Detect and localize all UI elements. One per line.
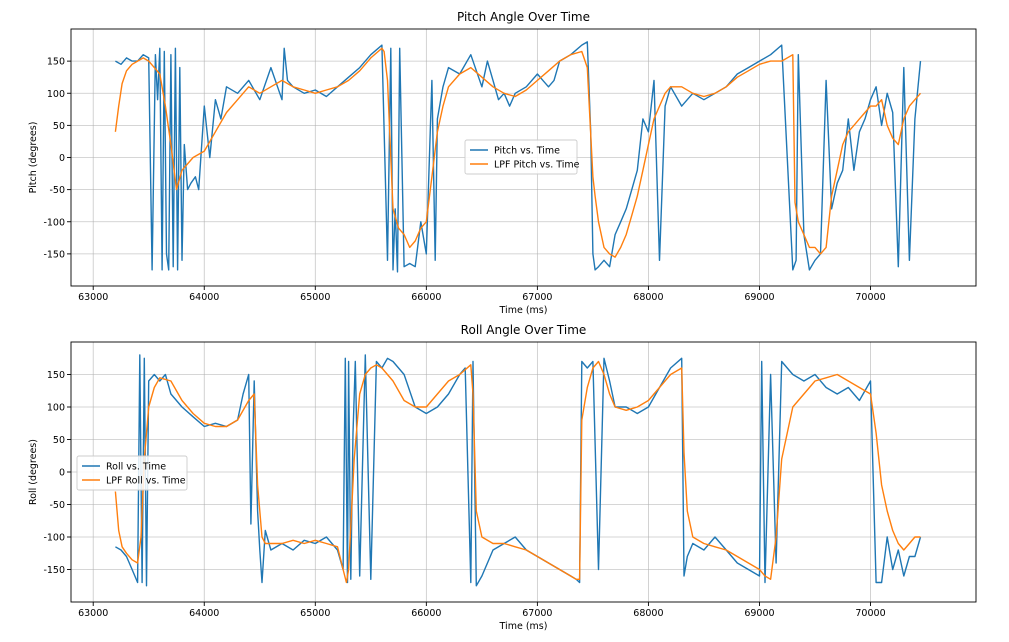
roll-ytick-label: 0 [59,468,65,479]
pitch-xtick-label: 70000 [855,292,885,303]
roll-series-lpf-line [114,360,921,584]
roll-xtick-label: 66000 [411,608,441,619]
pitch-series-raw-line [115,41,922,273]
roll-legend-label-raw: Roll vs. Time [106,462,166,473]
roll-ytick-label: 150 [47,370,65,381]
pitch-ytick-label: 50 [53,121,65,132]
roll-ytick-label: -100 [43,533,65,544]
roll-ytick-label: -150 [43,565,65,576]
pitch-xtick-label: 66000 [411,292,441,303]
pitch-chart: 63000 64000 65000 66000 67000 68000 69000 70000… [28,10,977,316]
pitch-ytick-label: 150 [47,57,65,68]
roll-xtick-label: 65000 [300,608,330,619]
roll-xtick-label: 70000 [855,608,885,619]
roll-x-axis-label: Time (ms) [499,621,548,632]
pitch-ytick-label: -100 [43,217,65,228]
pitch-legend-box [464,139,578,175]
roll-ytick-label: -50 [49,500,65,511]
roll-chart: 63000 64000 65000 66000 67000 68000 69000 70000… [28,323,977,632]
roll-legend-label-lpf: LPF Roll vs. Time [106,476,186,487]
pitch-xtick-label: 69000 [744,292,774,303]
roll-legend-box [76,455,188,491]
pitch-y-axis-label: Pitch (degrees) [28,122,39,194]
roll-ytick-label: 100 [47,403,65,414]
roll-xtick-label: 64000 [189,608,219,619]
roll-y-axis-label: Roll (degrees) [28,439,39,505]
roll-series-raw-line [115,354,922,587]
roll-xtick-label: 69000 [744,608,774,619]
roll-chart-title: Roll Angle Over Time [461,323,587,337]
roll-ytick-label: 50 [53,435,65,446]
pitch-series-lpf-line [114,47,922,258]
roll-xtick-label: 68000 [633,608,663,619]
pitch-xtick-label: 64000 [189,292,219,303]
pitch-ytick-label: -50 [49,185,65,196]
pitch-xtick-label: 65000 [300,292,330,303]
pitch-chart-title: Pitch Angle Over Time [457,10,590,24]
pitch-legend-label-raw: Pitch vs. Time [494,146,560,157]
pitch-x-axis-label: Time (ms) [499,305,548,316]
pitch-legend-label-lpf: LPF Pitch vs. Time [494,160,580,171]
pitch-ytick-label: -150 [43,249,65,260]
roll-xtick-label: 63000 [78,608,108,619]
pitch-ytick-label: 0 [59,153,65,164]
pitch-xtick-label: 68000 [633,292,663,303]
pitch-xtick-label: 67000 [522,292,552,303]
pitch-xtick-label: 63000 [78,292,108,303]
pitch-ytick-label: 100 [47,89,65,100]
roll-xtick-label: 67000 [522,608,552,619]
